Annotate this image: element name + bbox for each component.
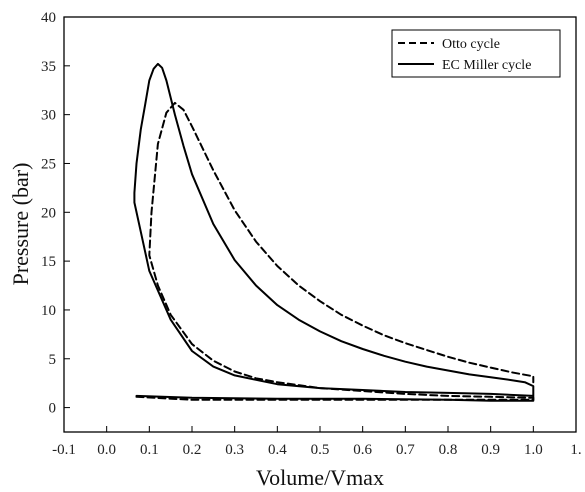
y-tick-label: 30	[41, 108, 56, 124]
y-tick-label: 20	[41, 205, 56, 221]
y-tick-label: 15	[41, 254, 56, 270]
series-line-otto	[135, 101, 535, 401]
x-axis-title: Volume/Vmax	[256, 465, 384, 490]
x-tick-label: 0.3	[225, 442, 244, 458]
x-tick-label: 0.8	[439, 442, 458, 458]
y-tick-label: 40	[41, 10, 56, 26]
legend-box	[391, 29, 561, 78]
plot-area	[63, 16, 577, 433]
x-tick-label: -0.1	[52, 442, 76, 458]
x-tick-label: 0.6	[353, 442, 372, 458]
series-line-ec-miller	[133, 62, 535, 402]
legend-label-miller: EC Miller cycle	[442, 58, 531, 73]
legend: Otto cycle EC Miller cycle	[391, 29, 561, 78]
y-tick-label: 0	[49, 401, 57, 417]
x-tick-label: 0.1	[140, 442, 159, 458]
x-tick-label: 0.5	[311, 442, 330, 458]
y-axis: 0 5 10 15 20 25 30 35 40	[41, 10, 70, 417]
y-tick-label: 5	[49, 352, 57, 368]
x-tick-label: 1.	[570, 442, 581, 458]
y-tick-label: 10	[41, 303, 56, 319]
x-tick-label: 0.7	[396, 442, 415, 458]
y-axis-title: Pressure (bar)	[8, 163, 33, 286]
x-tick-label: 1.0	[524, 442, 543, 458]
x-tick-label: 0.0	[97, 442, 116, 458]
x-tick-label: 0.4	[268, 442, 287, 458]
y-tick-label: 35	[41, 59, 56, 75]
series-layer	[133, 62, 535, 402]
y-tick-label: 25	[41, 156, 56, 172]
x-tick-label: 0.9	[481, 442, 500, 458]
x-axis: -0.1 0.0 0.1 0.2 0.3 0.4 0.5 0.6 0.7 0.8 0.9 1.0 1.	[52, 426, 582, 458]
legend-label-otto: Otto cycle	[442, 37, 500, 52]
x-tick-label: 0.2	[183, 442, 202, 458]
